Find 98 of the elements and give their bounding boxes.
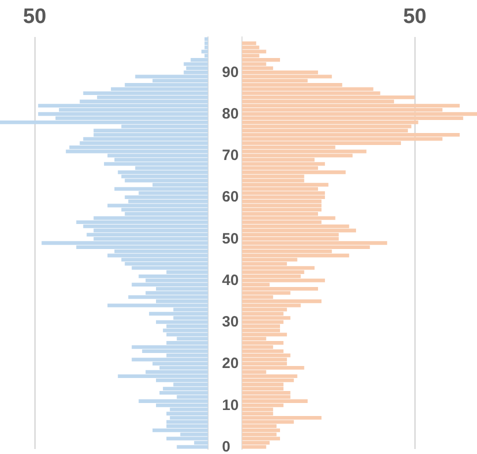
bar xyxy=(132,345,208,349)
bar xyxy=(38,104,208,108)
bar xyxy=(66,150,208,154)
bar xyxy=(242,266,315,270)
bar xyxy=(170,416,208,420)
bar xyxy=(124,195,208,200)
bar xyxy=(166,420,208,424)
bar xyxy=(135,74,208,78)
bar xyxy=(242,195,325,200)
bar xyxy=(124,178,208,182)
bar xyxy=(86,232,208,237)
bar xyxy=(242,228,356,232)
bar xyxy=(242,208,322,212)
bar xyxy=(242,299,322,304)
bar xyxy=(69,145,208,150)
y-tick-label: 90 xyxy=(222,64,239,81)
bar xyxy=(83,91,208,96)
y-tick-label: 10 xyxy=(222,396,239,414)
bar xyxy=(242,432,277,436)
bar xyxy=(184,62,208,66)
bar xyxy=(242,416,322,420)
bar xyxy=(242,374,298,378)
bar xyxy=(242,428,280,432)
bar xyxy=(242,241,388,245)
bar xyxy=(242,191,325,195)
bar xyxy=(242,50,266,54)
bar xyxy=(107,204,208,208)
bar xyxy=(107,254,208,258)
bar xyxy=(166,332,208,336)
bar xyxy=(242,170,346,174)
bar xyxy=(76,220,208,224)
bar xyxy=(242,216,336,220)
bar xyxy=(242,286,318,291)
bar xyxy=(152,428,208,432)
y-tick-label: 0 xyxy=(222,438,230,454)
bar xyxy=(242,378,294,382)
bar xyxy=(242,316,290,320)
bar xyxy=(242,324,280,328)
bar xyxy=(242,332,287,336)
bar xyxy=(242,254,350,258)
y-tick-label: 30 xyxy=(222,314,239,331)
bar xyxy=(242,200,322,204)
bar xyxy=(132,282,208,286)
bar xyxy=(242,278,325,282)
bar xyxy=(42,241,208,245)
bar xyxy=(166,436,208,440)
bar xyxy=(118,170,208,174)
y-tick-label: 20 xyxy=(222,355,239,372)
bar xyxy=(242,58,280,62)
bar xyxy=(124,262,208,266)
bar xyxy=(94,128,208,132)
bar xyxy=(242,96,415,100)
y-tick-label: 50 xyxy=(222,230,239,248)
bar xyxy=(242,104,460,108)
bar xyxy=(242,358,287,362)
bar xyxy=(162,328,208,332)
bar xyxy=(166,412,208,416)
bar xyxy=(104,162,208,166)
bar xyxy=(159,390,208,395)
bar xyxy=(242,204,322,208)
y-tick-label: 70 xyxy=(222,147,239,164)
bar xyxy=(242,341,284,345)
bar xyxy=(242,366,304,370)
bar xyxy=(138,399,208,403)
bar xyxy=(107,304,208,308)
bar xyxy=(242,132,460,137)
bar xyxy=(242,150,366,154)
bar xyxy=(0,120,208,124)
bar xyxy=(204,41,208,46)
bar xyxy=(83,137,208,141)
y-tick-label: 60 xyxy=(222,188,239,206)
bar xyxy=(121,174,208,178)
bar xyxy=(242,445,266,449)
bar xyxy=(242,354,290,358)
bar xyxy=(242,436,280,440)
bar xyxy=(242,399,308,403)
bar xyxy=(242,182,328,187)
bar xyxy=(242,390,290,395)
bar xyxy=(114,187,208,191)
bar xyxy=(242,162,325,166)
bar xyxy=(242,74,332,78)
bar xyxy=(132,358,208,362)
bar xyxy=(176,445,208,449)
bar xyxy=(201,50,208,54)
bar xyxy=(38,112,208,116)
bar xyxy=(204,46,208,50)
bar xyxy=(204,37,208,41)
bar xyxy=(138,274,208,278)
bar xyxy=(128,295,208,299)
y-tick-label: 40 xyxy=(222,272,239,289)
bar xyxy=(118,374,208,378)
bar xyxy=(242,41,256,46)
bar xyxy=(162,386,208,390)
bar xyxy=(242,112,477,116)
bar xyxy=(156,320,208,324)
y-tick-label: 80 xyxy=(222,105,239,122)
bar xyxy=(186,66,208,70)
bar xyxy=(149,312,208,316)
